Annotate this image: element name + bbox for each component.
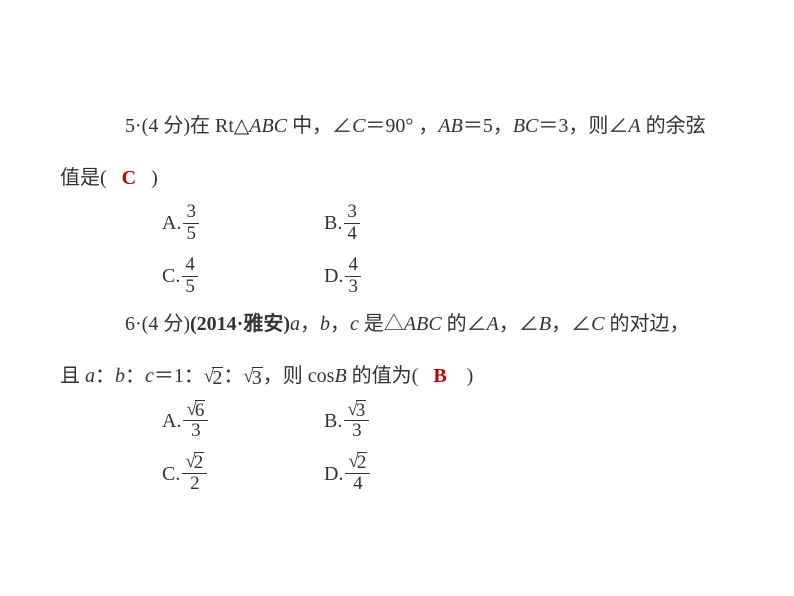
fraction: √6 3 (183, 400, 208, 443)
q6-c1: ，∠ (499, 313, 539, 335)
sqrt: √3 (243, 367, 262, 388)
q6-A: A (487, 313, 499, 335)
option-label: C. (162, 458, 180, 490)
q5-text: 在 Rt△ (190, 115, 249, 137)
q6-option-C: C. √2 2 (162, 452, 324, 495)
q6-number: 6· (125, 313, 142, 335)
q5-stem-line1: 5·(4 分)在 Rt△ABC 中，∠C＝90° ，AB＝5，BC＝3，则∠A … (40, 110, 754, 142)
sqrt-body: 2 (212, 367, 223, 388)
q5-BC: BC (513, 115, 539, 137)
numerator: 4 (182, 255, 198, 277)
fraction: 3 5 (183, 202, 199, 245)
q6-stem-line2: 且 a：b：c＝1：√2：√3，则 cosB 的值为( B ) (40, 360, 754, 392)
q5-stem-line2: 值是( C ) (40, 162, 754, 194)
q5-answer: C (122, 167, 136, 189)
q6-mid3: ，则 cos (263, 365, 335, 387)
q6-eq: ＝1： (154, 365, 204, 387)
q5-option-D: D. 4 3 (324, 255, 486, 298)
numerator: √6 (183, 400, 208, 422)
q6-source: (2014·雅安) (190, 313, 290, 335)
sqrt-body: 3 (252, 367, 263, 388)
q6-c: c (350, 313, 359, 335)
q6-line2c: ) (467, 365, 474, 387)
numerator: √2 (182, 452, 207, 474)
page-content: 5·(4 分)在 Rt△ABC 中，∠C＝90° ，AB＝5，BC＝3，则∠A … (0, 0, 794, 495)
q6-stem-line1: 6·(4 分)(2014·雅安)a，b，c 是△ABC 的∠A，∠B，∠C 的对… (40, 308, 754, 340)
numerator: √3 (344, 400, 369, 422)
q5-angleC: C (352, 115, 365, 137)
q6-answer: B (433, 365, 446, 387)
q6-mid1: 是△ (359, 313, 404, 335)
q5-line2b: ) (151, 167, 158, 189)
q6-option-D: D. √2 4 (324, 452, 486, 495)
q6-option-B: B. √3 3 (324, 400, 486, 443)
q5-c1: ， (413, 115, 438, 137)
fraction: √2 4 (345, 452, 370, 495)
numerator: 3 (183, 202, 199, 224)
fraction: 4 3 (345, 255, 361, 298)
option-label: A. (162, 405, 181, 437)
q6-points: (4 分) (142, 313, 190, 335)
q6-b: b (320, 313, 330, 335)
q5-option-A: A. 3 5 (162, 202, 324, 245)
fraction: 4 5 (182, 255, 198, 298)
q5-angleA: A (628, 115, 640, 137)
q6-col3: ： (223, 365, 243, 387)
q6-b2: b (115, 365, 125, 387)
q6-col1: ： (95, 365, 115, 387)
q5-points: (4 分) (142, 115, 190, 137)
q5-options-row1: A. 3 5 B. 3 4 (40, 202, 754, 245)
q6-ABC: ABC (404, 313, 442, 335)
q5-options-row2: C. 4 5 D. 4 3 (40, 255, 754, 298)
q5-number: 5· (125, 115, 142, 137)
denominator: 2 (187, 474, 203, 495)
q6-col2: ： (125, 365, 145, 387)
q5-option-B: B. 3 4 (324, 202, 486, 245)
option-label: D. (324, 260, 343, 292)
q6-a2: a (85, 365, 95, 387)
denominator: 3 (345, 277, 361, 298)
option-label: B. (324, 207, 342, 239)
fraction: 3 4 (344, 202, 360, 245)
q5-option-C: C. 4 5 (162, 255, 324, 298)
numerator: √2 (345, 452, 370, 474)
numerator: 4 (345, 255, 361, 277)
q6-options-row1: A. √6 3 B. √3 3 (40, 400, 754, 443)
q6-a: a (290, 313, 300, 335)
denominator: 3 (188, 421, 204, 442)
fraction: √3 3 (344, 400, 369, 443)
q5-eq90: ＝90° (365, 115, 413, 137)
option-label: B. (324, 405, 342, 437)
sqrt: √2 (204, 367, 223, 388)
q6-c2: ，∠ (551, 313, 591, 335)
q6-options-row2: C. √2 2 D. √2 4 (40, 452, 754, 495)
denominator: 5 (182, 277, 198, 298)
q5-triangle: ABC (249, 115, 287, 137)
q5-eq3: ＝3，则∠ (538, 115, 628, 137)
q6-c2b: c (145, 365, 154, 387)
option-label: D. (324, 458, 343, 490)
q6-cosB: B (334, 365, 346, 387)
q6-line2b: 的值为( (347, 365, 419, 387)
q5-AB: AB (438, 115, 462, 137)
denominator: 4 (350, 474, 366, 495)
q5-line2a: 值是( (60, 167, 107, 189)
numerator: 3 (344, 202, 360, 224)
q5-t1: 中，∠ (287, 115, 352, 137)
denominator: 4 (344, 224, 360, 245)
fraction: √2 2 (182, 452, 207, 495)
q6-B: B (539, 313, 551, 335)
q5-eq5: ＝5， (463, 115, 513, 137)
q6-option-A: A. √6 3 (162, 400, 324, 443)
q6-line2a: 且 (60, 365, 85, 387)
q6-C: C (591, 313, 604, 335)
q6-tail1: 的对边， (604, 313, 689, 335)
q6-mid2: 的∠ (442, 313, 487, 335)
option-label: A. (162, 207, 181, 239)
q5-tail: 的余弦 (641, 115, 706, 137)
option-label: C. (162, 260, 180, 292)
denominator: 5 (183, 224, 199, 245)
denominator: 3 (349, 421, 365, 442)
